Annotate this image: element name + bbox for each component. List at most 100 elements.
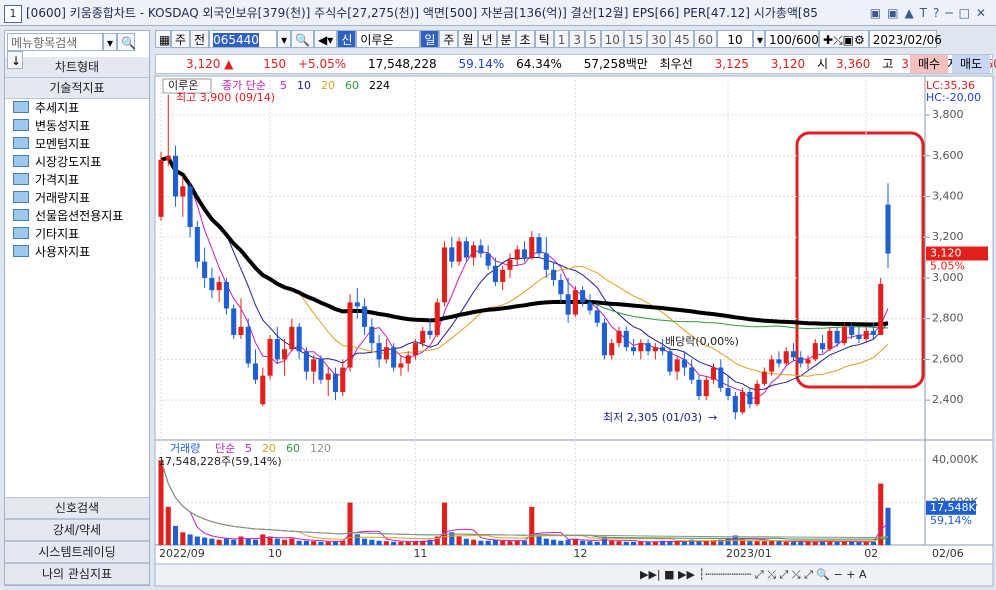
tree-item[interactable]: 추세지표	[5, 99, 149, 117]
window-controls[interactable]: ▣▣▲T?─□✕	[869, 0, 992, 25]
down-button[interactable]: ↓	[7, 51, 23, 69]
tree-item[interactable]: 모멘텀지표	[5, 135, 149, 153]
search-input[interactable]: 메뉴항목검색	[7, 33, 103, 51]
title-bar: 1 [0600] 키움종합차트 - KOSDAQ 외국인보유[379(천)] 주식…	[0, 0, 996, 26]
period-tab[interactable]: 주	[439, 30, 459, 48]
ask: 3,125	[714, 57, 749, 71]
period-tab[interactable]: 년	[477, 30, 497, 48]
dropdown[interactable]: ▾	[277, 30, 292, 48]
interval-button[interactable]: 1	[553, 30, 570, 48]
candle-body	[391, 347, 397, 368]
volume-bar	[689, 539, 695, 545]
code-input[interactable]: 065440	[209, 30, 278, 48]
volume-bar	[863, 541, 869, 545]
volume-bar	[696, 540, 702, 545]
period-tab[interactable]: 초	[515, 30, 535, 48]
candle-body	[194, 227, 200, 262]
volume-bar	[616, 541, 622, 545]
period-tab[interactable]: 일	[420, 30, 440, 48]
tree-item[interactable]: 시장강도지표	[5, 153, 149, 171]
scroll-controls[interactable]: ▶▶| ■ ▶▶ ┆┄┄┄┄┄┄┄ ⤢ ⤯ ⤢ ⤯ ⤢ 🔍 − + A	[640, 567, 867, 581]
tree-item[interactable]: 변동성지표	[5, 117, 149, 135]
tools[interactable]: ✚⤯▣⚙	[819, 30, 869, 48]
bid: 3,120	[770, 57, 806, 71]
new[interactable]: 신	[337, 30, 357, 48]
tree-item[interactable]: 선물옵션전용지표	[5, 207, 149, 225]
sell-button[interactable]: 매도	[952, 55, 990, 73]
volume-tag-label: 17,548K	[930, 501, 976, 514]
candle-body	[681, 359, 687, 368]
side-button[interactable]: 강세/약세	[5, 519, 149, 541]
date[interactable]: 2023/02/06	[868, 30, 942, 48]
tree-label: 선물옵션전용지표	[35, 209, 124, 223]
period-tab[interactable]: 월	[458, 30, 478, 48]
interval-button[interactable]: 10	[600, 30, 624, 48]
candle-body	[172, 155, 179, 197]
side-button[interactable]: 신호검색	[5, 497, 149, 519]
candle-body	[652, 347, 658, 352]
x-tick-label: 2023/01	[726, 547, 772, 560]
volume-bar	[354, 534, 360, 545]
dropdown[interactable]: ▾	[753, 30, 766, 48]
candle-body	[216, 282, 222, 291]
sound[interactable]: ◀▾	[314, 30, 338, 48]
volume-bar	[187, 534, 193, 545]
dropdown[interactable]: ▾	[103, 33, 117, 51]
candle-body	[667, 351, 673, 372]
candle-body	[369, 326, 375, 344]
interval-select[interactable]: 10	[717, 30, 754, 48]
count[interactable]: 100/600	[765, 30, 820, 48]
interval-button[interactable]: 3	[569, 30, 585, 48]
interval-button[interactable]: 30	[647, 30, 671, 48]
volume-ratio: 59.14%	[458, 57, 505, 71]
candle-body	[514, 249, 520, 260]
interval-button[interactable]: 15	[623, 30, 648, 48]
prev[interactable]: 전	[190, 30, 210, 48]
buy-button[interactable]: 매수	[910, 55, 948, 73]
high-label: 고	[882, 57, 894, 71]
volume-bar	[194, 536, 200, 545]
candle-body	[587, 302, 593, 311]
interval-button[interactable]: 45	[670, 30, 694, 48]
interval-button[interactable]: 5	[584, 30, 601, 48]
icon[interactable]: ▦	[155, 30, 171, 48]
search-row: 메뉴항목검색 ▾ 🔍 ↓	[5, 31, 149, 69]
candle-body	[471, 245, 477, 258]
search-button[interactable]: 🔍	[117, 33, 136, 51]
unit[interactable]: 주	[171, 30, 191, 48]
tree-item[interactable]: 가격지표	[5, 171, 149, 189]
tree-label: 사용자지표	[35, 245, 91, 259]
indicators-header[interactable]: 기술적지표	[5, 78, 149, 99]
chart-type[interactable]: 차트형태	[5, 57, 149, 78]
period-tab[interactable]: 분	[496, 30, 516, 48]
volume-bar	[463, 538, 469, 545]
side-button[interactable]: 시스템트레이딩	[5, 541, 149, 563]
side-button[interactable]: 나의 관심지표	[5, 563, 149, 585]
volume-bar	[565, 539, 571, 545]
candle-body	[311, 359, 317, 372]
search[interactable]: 🔍	[291, 30, 315, 48]
volume-bar	[492, 539, 498, 545]
candle-body	[296, 326, 302, 352]
candle-body	[870, 330, 877, 335]
change-pct: +5.05%	[297, 57, 347, 71]
tree-item[interactable]: 사용자지표	[5, 243, 149, 261]
lc-label: LC:35,36	[926, 79, 975, 92]
folder-icon	[13, 173, 29, 185]
interval-button[interactable]: 60	[693, 30, 718, 48]
period-tab[interactable]: 틱	[534, 30, 554, 48]
volume-bar	[434, 536, 440, 545]
legend-item: 5	[280, 79, 287, 92]
volume-bar	[841, 541, 847, 545]
tree-item[interactable]: 기타지표	[5, 225, 149, 243]
volume-bar	[507, 541, 513, 545]
volume-bar	[376, 540, 382, 545]
scroll-bar	[154, 563, 994, 587]
volume-bar	[412, 541, 418, 545]
volume-bar	[223, 538, 229, 545]
volume-bar	[202, 537, 208, 545]
volume-bar	[885, 507, 891, 545]
candle-body	[841, 326, 847, 344]
candle-body	[572, 290, 578, 315]
tree-item[interactable]: 거래량지표	[5, 189, 149, 207]
